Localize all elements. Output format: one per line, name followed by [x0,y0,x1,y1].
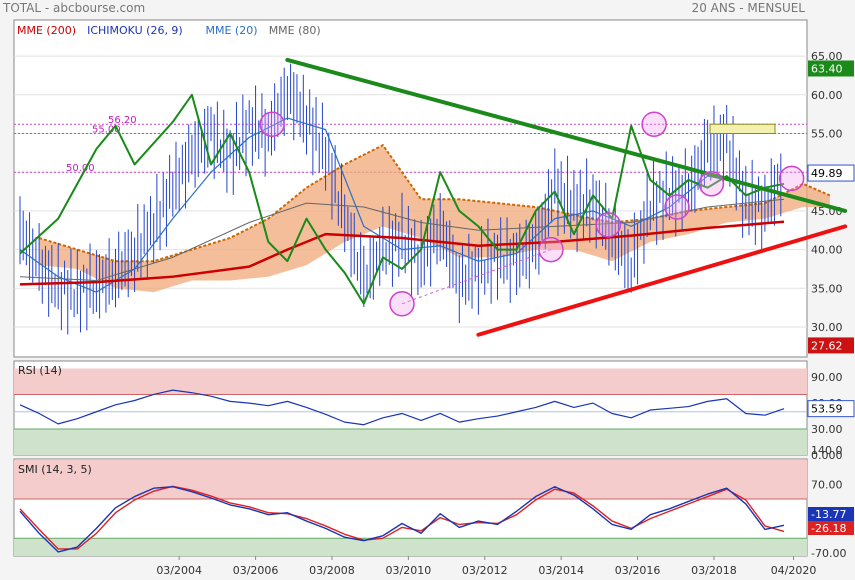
mme200-line [19,220,785,286]
x-tick-2: 03/2008 [309,564,355,577]
x-tick-6: 03/2016 [615,564,661,577]
last-price-bg [807,164,855,182]
high-value-label: 63.40 [811,62,843,75]
level-label-2: 50.00 [66,163,95,174]
level-label-0: 56.20 [108,115,137,126]
highlight-circle-2 [538,236,564,263]
highlight-circle-1 [389,291,415,317]
rsi-line [19,389,785,426]
ichimoku-line [19,93,785,305]
legend-item-1: ICHIMOKU (26, 9) [87,24,183,37]
smi-signal-label: -26.18 [811,522,846,535]
level-label-1: 55.00 [92,125,121,136]
legend-item-2: MME (20) [206,24,258,37]
legend-item-0: MME (200) [17,24,76,37]
resistance-trendline [285,57,848,213]
pattern-connector [401,249,552,305]
low-value-label: 27.62 [811,339,843,352]
price-y-tick-7: 65.00 [811,50,843,63]
x-tick-5: 03/2014 [538,564,584,577]
high-value-label-bg [808,60,854,77]
highlight-circle-0 [259,111,285,137]
smi-main-line [19,486,785,553]
x-tick-1: 03/2006 [233,564,279,577]
last-price-label: 49.89 [811,167,843,180]
rsi-y-tick-1: 30.00 [811,423,843,436]
x-tick-3: 03/2010 [386,564,432,577]
highlight-circle-6 [698,171,725,197]
rsi-zone-high [14,368,807,395]
smi-y-tick-0: -70.00 [811,547,846,560]
rsi-zone-low [14,429,807,455]
rsi-last-label: 53.59 [811,403,843,416]
smi-last-label: -13.77 [811,508,846,521]
highlight-circle-7 [778,165,805,192]
price-y-tick-6: 60.00 [811,89,843,102]
smi-signal-line [19,485,785,550]
smi-y-tick-3: 140.0 [811,444,843,457]
smi-zone-low [14,538,807,556]
x-tick-7: 03/2018 [691,564,737,577]
price-y-tick-1: 35.00 [811,282,843,295]
mme20-line [19,117,785,293]
smi-title: SMI (14, 3, 5) [18,463,92,476]
x-tick-0: 03/2004 [156,564,202,577]
price-y-tick-2: 40.00 [811,244,843,257]
smi-y-tick-2: 70.00 [811,478,843,491]
target-box [709,123,776,134]
x-tick-8: 04/2020 [771,564,817,577]
smi-last-bg [808,507,854,521]
price-y-tick-0: 30.00 [811,321,843,334]
rsi-y-tick-0: 0.000 [811,449,843,462]
smi-signal-bg [808,521,854,535]
highlight-circle-4 [641,111,667,137]
ichimoku-cloud [39,145,830,293]
source-label: TOTAL - abcbourse.com [3,1,146,15]
rsi-y-tick-3: 90.00 [811,371,843,384]
highlight-circle-3 [595,212,622,238]
support-trendline [476,224,848,337]
rsi-last-bg [807,400,855,418]
highlight-circle-5 [664,194,690,220]
rsi-title: RSI (14) [18,364,62,377]
price-y-tick-5: 55.00 [811,128,843,141]
low-value-label-bg [808,337,854,354]
period-label: 20 ANS - MENSUEL [691,1,805,15]
x-tick-4: 03/2012 [462,564,508,577]
smi-zone-high [14,460,807,499]
legend-item-3: MME (80) [269,24,321,37]
